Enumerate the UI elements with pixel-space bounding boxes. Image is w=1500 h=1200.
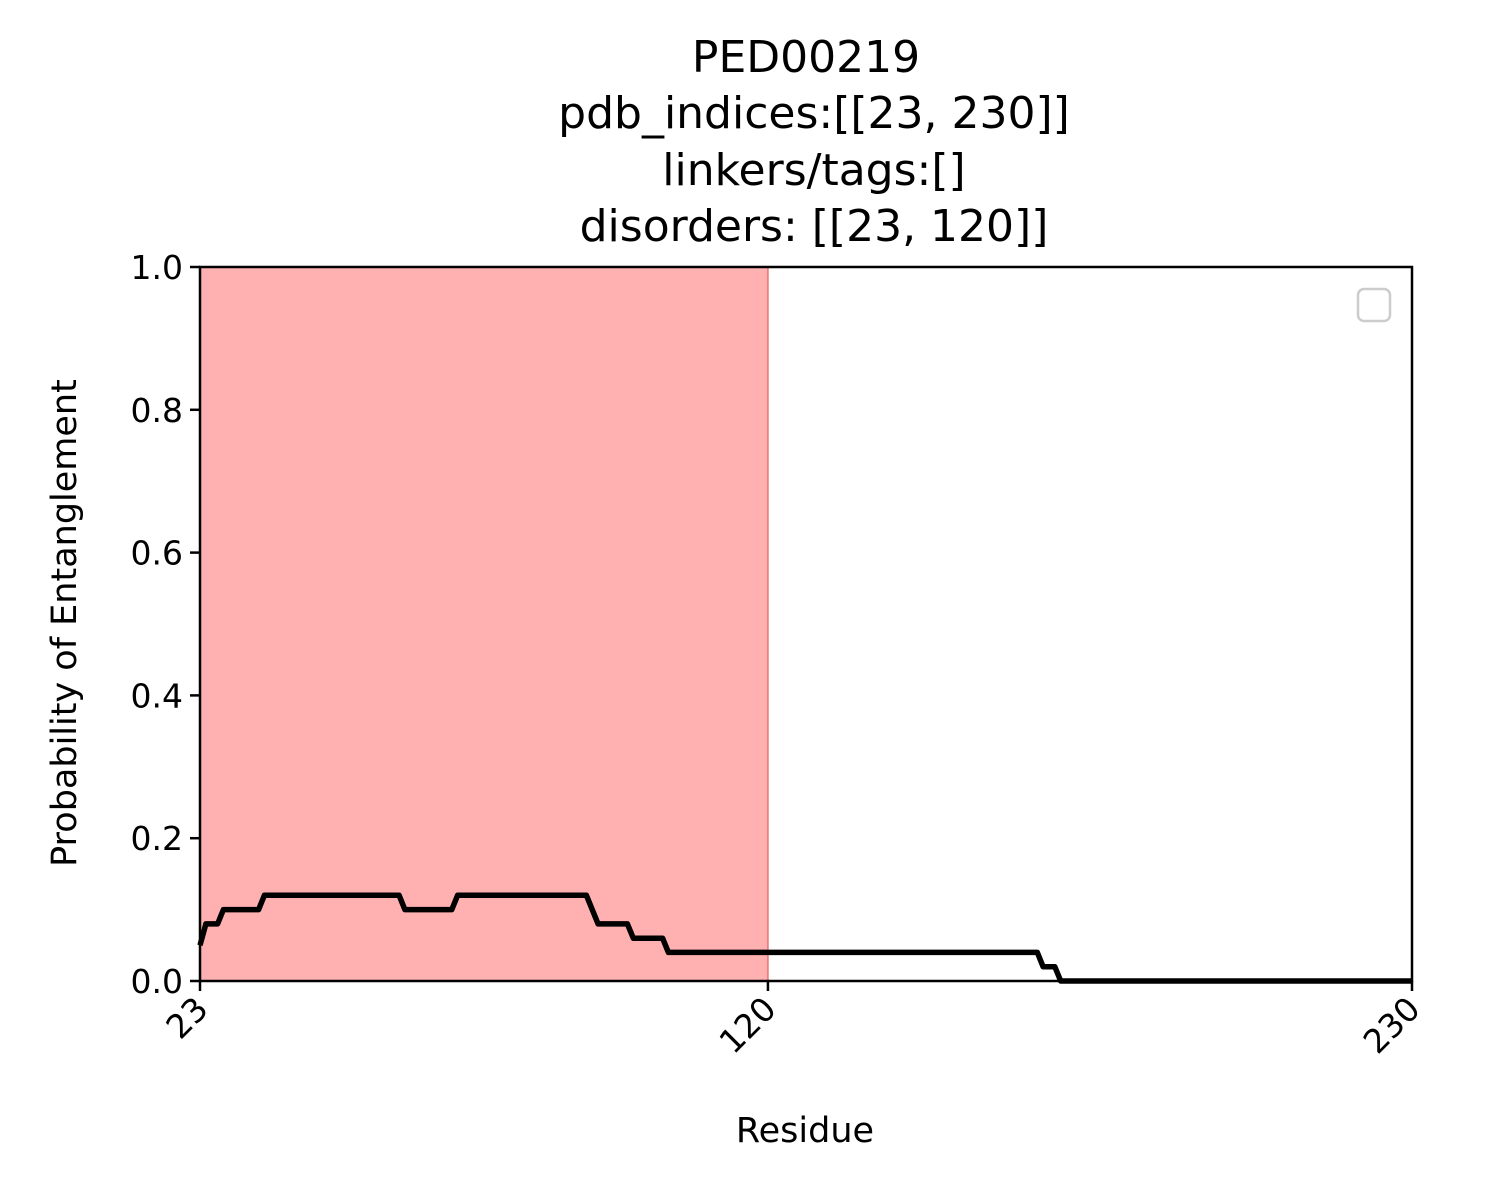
legend-box [1356, 287, 1392, 323]
series-line-0 [197, 892, 1412, 984]
title-line-disorders: disorders: [[23, 120]] [580, 201, 1049, 252]
title-line-pdb-indices: pdb_indices:[[23, 230]] [558, 88, 1070, 139]
series-lines [197, 892, 1412, 984]
shaded-regions [200, 267, 769, 981]
title-line-id: PED00219 [692, 32, 920, 83]
y-axis-label: Probability of Entanglement [45, 379, 85, 867]
chart-title: PED00219 pdb_indices:[[23, 230]] linkers… [558, 32, 1070, 252]
y-tick-label: 0.2 [131, 819, 183, 858]
y-tick-label: 0.6 [131, 534, 183, 573]
x-axis-ticks: 23 120 230 [158, 981, 1428, 1061]
x-tick-label: 120 [711, 989, 783, 1061]
y-tick-label: 1.0 [131, 248, 183, 287]
plot-area-frame [198, 265, 1414, 983]
disorder-region-0 [200, 267, 768, 981]
x-tick-label: 230 [1356, 989, 1428, 1061]
y-tick-label: 0.4 [131, 676, 183, 715]
title-line-linkers-tags: linkers/tags:[] [662, 145, 965, 196]
y-axis-ticks: 0.0 0.2 0.4 0.6 0.8 1.0 [131, 248, 200, 1001]
y-tick-label: 0.0 [131, 962, 183, 1001]
x-axis-label: Residue [736, 1111, 874, 1151]
y-tick-label: 0.8 [131, 391, 183, 430]
